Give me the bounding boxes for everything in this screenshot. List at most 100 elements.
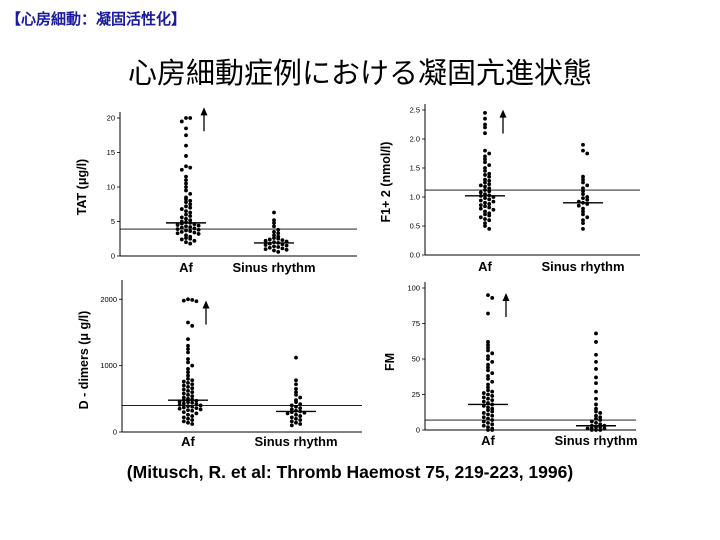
data-point (483, 154, 487, 159)
data-point (194, 406, 199, 411)
data-point (184, 212, 188, 217)
data-point (589, 419, 594, 424)
data-point (184, 209, 188, 214)
chart-panel-2: 0.0 0.5 1.0 1.5 2.0 2.5 Af Sinus rhythm F1+ 2 (n… (379, 104, 640, 274)
data-point (486, 376, 490, 381)
category-label: Af (478, 259, 492, 274)
data-point (581, 177, 585, 182)
data-point (188, 236, 193, 241)
data-point (483, 160, 487, 165)
data-point (294, 386, 298, 391)
data-point (184, 204, 188, 209)
data-point (585, 195, 590, 199)
data-point (179, 229, 184, 234)
data-point (581, 186, 585, 191)
data-point (581, 142, 585, 147)
category-label: Af (481, 433, 495, 448)
data-point (184, 178, 188, 183)
y-tick-label: 50 (412, 355, 420, 364)
y-axis-label: TAT (μg/l) (75, 159, 89, 215)
data-point (487, 213, 492, 218)
data-point (181, 410, 186, 414)
data-point (186, 400, 190, 405)
y-tick-label: 0.5 (410, 222, 420, 231)
data-point (490, 394, 495, 398)
data-point (184, 236, 188, 240)
y-tick-label: 1000 (100, 361, 117, 370)
y-tick-label: 0 (111, 252, 115, 261)
data-point (486, 374, 490, 378)
arrow-head-icon (200, 107, 208, 116)
data-point (481, 415, 486, 420)
data-point (483, 148, 487, 153)
data-point (186, 384, 190, 389)
data-point (263, 247, 268, 252)
data-point (486, 408, 490, 413)
data-point (186, 416, 190, 421)
data-point (298, 422, 303, 426)
data-point (186, 297, 190, 302)
y-tick-label: 25 (412, 390, 420, 399)
data-point (294, 420, 298, 425)
data-point (490, 351, 495, 356)
data-point (478, 198, 483, 203)
data-point (490, 409, 495, 414)
data-point (186, 408, 190, 412)
data-point (483, 184, 487, 189)
data-point (483, 217, 487, 221)
y-tick-label: 20 (107, 114, 115, 123)
data-point (186, 380, 190, 385)
data-point (483, 221, 487, 226)
data-point (184, 233, 188, 238)
data-point (581, 180, 585, 185)
data-point (294, 392, 298, 397)
y-tick-label: 0 (416, 426, 420, 435)
data-point (186, 350, 190, 355)
data-point (486, 293, 490, 297)
category-label: Af (181, 434, 195, 449)
data-point (594, 409, 598, 414)
data-point (188, 225, 193, 229)
data-point (483, 177, 487, 182)
data-point (289, 415, 294, 420)
data-point (487, 205, 492, 210)
data-point (594, 352, 598, 357)
data-point (478, 215, 483, 220)
data-point (272, 233, 276, 238)
data-point (490, 296, 495, 300)
data-point (481, 419, 486, 424)
data-point (581, 209, 585, 214)
data-point (487, 151, 492, 156)
slide-title: 心房細動症例における凝固亢進状態 (127, 56, 592, 90)
data-point (272, 229, 276, 234)
data-point (186, 404, 190, 409)
data-point (179, 225, 184, 230)
data-point (486, 421, 490, 425)
data-point (190, 404, 195, 409)
data-point (179, 207, 184, 211)
chart-panel-4: 0 25 50 75 100 Af Sinus rhythm FM (383, 282, 638, 448)
data-point (598, 415, 603, 420)
data-point (186, 347, 190, 351)
data-point (483, 169, 487, 173)
y-tick-label: 2.5 (410, 106, 420, 115)
data-point (181, 419, 186, 424)
data-point (179, 167, 184, 172)
y-tick-label: 100 (407, 284, 420, 293)
data-point (188, 202, 193, 207)
data-point (298, 406, 303, 411)
data-point (179, 237, 184, 242)
data-point (190, 363, 195, 368)
data-point (481, 423, 486, 428)
data-point (284, 247, 289, 252)
data-point (483, 116, 487, 121)
data-point (487, 189, 492, 194)
y-tick-label: 75 (412, 319, 420, 328)
data-point (184, 126, 188, 131)
data-point (186, 377, 190, 381)
data-point (276, 245, 281, 249)
data-point (188, 116, 193, 120)
data-point (483, 173, 487, 177)
data-point (486, 340, 490, 344)
data-point (179, 215, 184, 220)
